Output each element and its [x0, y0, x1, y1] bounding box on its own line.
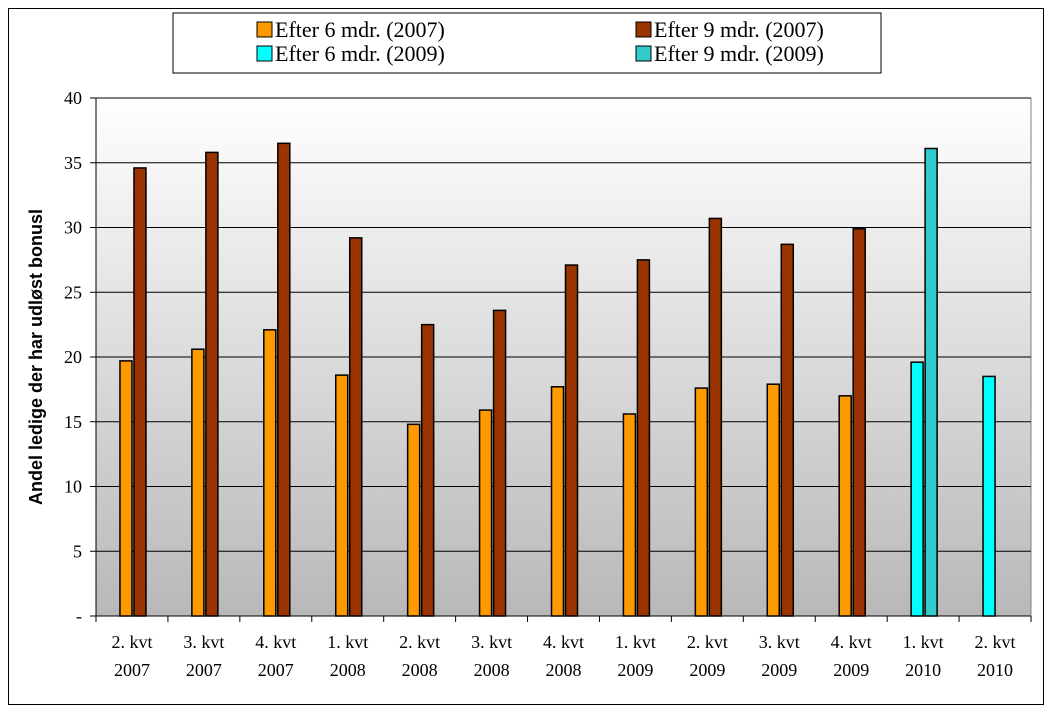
legend-swatch	[256, 21, 273, 38]
x-tick-label-line2: 2009	[833, 660, 869, 680]
x-tick-label-line2: 2009	[761, 660, 797, 680]
y-tick-label: 35	[64, 153, 82, 173]
bar-2	[780, 243, 795, 617]
bar-3	[910, 361, 924, 617]
bar-2	[348, 237, 363, 617]
x-tick-label-line1: 2. kvt	[111, 632, 152, 652]
legend-label: Efter 6 mdr. (2007)	[275, 17, 445, 42]
bar-2	[852, 228, 866, 617]
y-tick-labels: - 5 10 15 20 25 30 35 40	[64, 88, 82, 626]
x-tick-label-line2: 2010	[977, 660, 1013, 680]
y-axis-label: Andel ledige der har udløst bonusl	[26, 209, 46, 505]
bar-2	[420, 323, 435, 617]
bar-2	[133, 167, 147, 617]
bar-2	[708, 217, 723, 617]
x-tick-label-line2: 2010	[905, 660, 941, 680]
y-tick-label: 15	[64, 412, 82, 432]
bar-1	[263, 329, 277, 617]
x-tick-label-line2: 2009	[617, 660, 653, 680]
bar-1	[622, 413, 637, 617]
y-tick-label: 25	[64, 282, 82, 302]
x-tick-label-line2: 2009	[689, 660, 725, 680]
y-tick-label: -	[76, 606, 82, 626]
legend-label: Efter 9 mdr. (2007)	[654, 17, 824, 42]
y-tick-label: 40	[64, 88, 82, 108]
x-tick-label-line1: 1. kvt	[615, 632, 656, 652]
x-tick-label-line2: 2008	[474, 660, 510, 680]
x-tick-label-line2: 2008	[330, 660, 366, 680]
bar-1	[406, 423, 421, 617]
y-tick-label: 5	[73, 541, 82, 561]
axes	[90, 97, 1032, 622]
bar-2	[636, 259, 651, 617]
x-tick-labels: 2. kvt 2007 3. kvt 2007 4. kvt 2007 1. kvt 2008…	[111, 632, 1015, 680]
bar-2	[492, 309, 507, 617]
x-tick-label-line2: 2007	[258, 660, 294, 680]
x-tick-label-line1: 1. kvt	[903, 632, 944, 652]
x-tick-label-line1: 2. kvt	[975, 632, 1016, 652]
y-tick-label: 30	[64, 218, 82, 238]
legend-label: Efter 9 mdr. (2009)	[654, 41, 824, 66]
legend: Efter 6 mdr. (2007) Efter 9 mdr. (2007)Ef…	[172, 12, 882, 74]
legend-label: Efter 6 mdr. (2009)	[275, 41, 445, 66]
x-tick-label-line1: 3. kvt	[759, 632, 800, 652]
x-tick-label-line1: 4. kvt	[543, 632, 584, 652]
legend-swatch	[635, 21, 652, 38]
x-tick-label-line2: 2008	[402, 660, 438, 680]
x-tick-label-line2: 2007	[114, 660, 150, 680]
bar-4	[924, 147, 938, 617]
legend-swatch	[256, 45, 273, 62]
bar-1	[478, 409, 493, 617]
x-tick-label-line1: 2. kvt	[687, 632, 728, 652]
x-tick-label-line1: 4. kvt	[831, 632, 872, 652]
bar-2	[564, 264, 579, 617]
bar-1	[550, 386, 565, 617]
y-tick-label: 10	[64, 477, 82, 497]
x-tick-label-line1: 4. kvt	[255, 632, 296, 652]
bar-1	[119, 360, 133, 617]
x-tick-label-line2: 2007	[186, 660, 222, 680]
bar-2	[277, 142, 291, 617]
bar-1	[838, 395, 852, 617]
bar-1	[334, 374, 349, 617]
bar-1	[191, 348, 205, 617]
legend-swatch	[635, 45, 652, 62]
bar-3	[982, 375, 996, 617]
bar-1	[694, 387, 709, 617]
bar-1	[766, 383, 781, 617]
x-tick-label-line1: 2. kvt	[399, 632, 440, 652]
x-tick-label-line1: 3. kvt	[183, 632, 224, 652]
bars	[119, 142, 996, 617]
bar-2	[205, 151, 219, 617]
x-tick-label-line1: 3. kvt	[471, 632, 512, 652]
x-tick-label-line1: 1. kvt	[327, 632, 368, 652]
x-tick-label-line2: 2008	[546, 660, 582, 680]
legend-box	[172, 12, 882, 74]
y-tick-label: 20	[64, 347, 82, 367]
